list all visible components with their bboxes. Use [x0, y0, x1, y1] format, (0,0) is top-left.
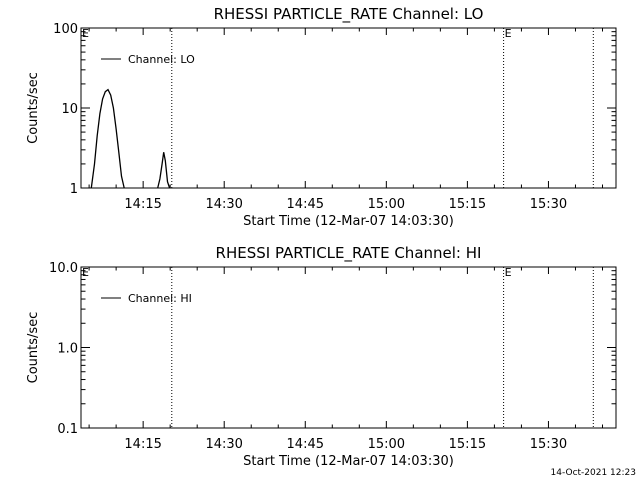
x-tick-label: 15:30: [530, 197, 567, 212]
event-marker-label: E: [505, 27, 512, 40]
x-tick-label: 14:15: [124, 197, 161, 212]
chart-title: RHESSI PARTICLE_RATE Channel: HI: [216, 244, 482, 263]
x-tick-label: 15:15: [449, 197, 486, 212]
y-tick-label: 1: [70, 182, 78, 197]
chart-panel-1: RHESSI PARTICLE_RATE Channel: LO Start Ti…: [26, 5, 617, 229]
x-tick-label: 15:30: [530, 437, 567, 452]
x-axis-label: Start Time (12-Mar-07 14:03:30): [243, 454, 454, 469]
legend-label: Channel: LO: [128, 53, 195, 66]
x-tick-label: 14:30: [205, 197, 242, 212]
y-tick-label: 0.1: [57, 422, 78, 437]
event-marker-label: E: [505, 266, 512, 279]
y-tick-label: 10: [61, 102, 78, 117]
y-tick-label: 100: [53, 22, 78, 37]
y-tick-label: 10.0: [49, 261, 78, 276]
footer-timestamp: 14-Oct-2021 12:23: [551, 468, 636, 478]
legend-label: Channel: HI: [128, 292, 192, 305]
x-tick-label: 14:30: [205, 437, 242, 452]
x-tick-label: 14:15: [124, 437, 161, 452]
x-tick-label: 15:00: [368, 437, 405, 452]
x-tick-label: 15:15: [449, 437, 486, 452]
x-tick-label: 15:00: [368, 197, 405, 212]
y-tick-label: 1.0: [57, 342, 78, 357]
x-tick-label: 14:45: [287, 437, 324, 452]
x-axis-label: Start Time (12-Mar-07 14:03:30): [243, 214, 454, 229]
x-tick-label: 14:45: [287, 197, 324, 212]
y-axis-label: Counts/sec: [26, 312, 41, 384]
series-line: [90, 88, 171, 189]
corner-marker-label: E: [82, 266, 89, 279]
y-axis-label: Counts/sec: [26, 72, 41, 144]
chart-title: RHESSI PARTICLE_RATE Channel: LO: [214, 5, 484, 24]
chart-panel-2: RHESSI PARTICLE_RATE Channel: HI Start Ti…: [26, 244, 617, 469]
corner-marker-label: E: [82, 27, 89, 40]
plot-frame: [80, 27, 617, 189]
